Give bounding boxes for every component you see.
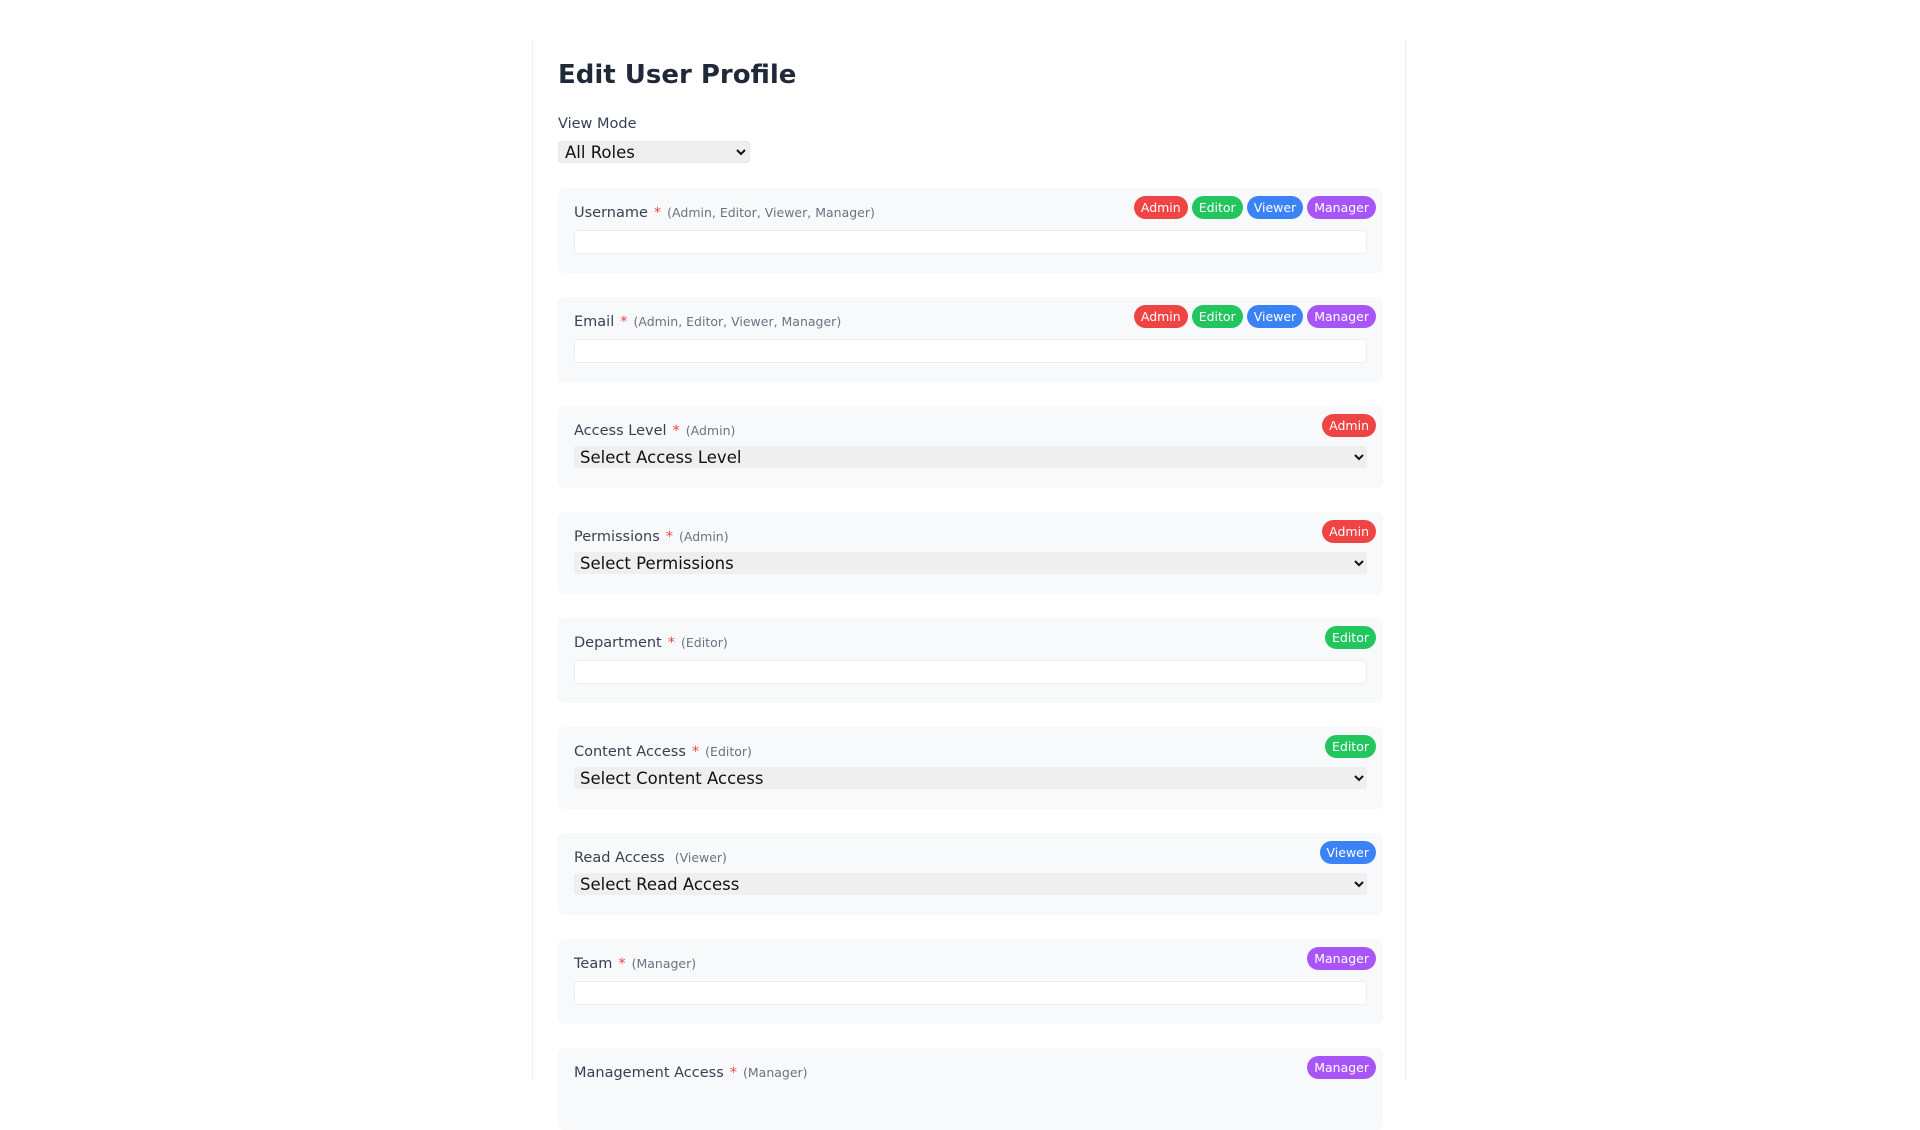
- required-marker: *: [653, 205, 662, 221]
- field-label: Permissions: [574, 529, 660, 545]
- field-access-level-label-row: Access Level * (Admin): [574, 422, 1367, 440]
- required-marker: *: [729, 1065, 738, 1081]
- roles-hint: (Admin): [685, 423, 736, 438]
- fields-list: Username * (Admin, Editor, Viewer, Manager…: [558, 188, 1383, 1130]
- required-marker: *: [618, 956, 626, 972]
- manager-badge: Manager: [1307, 1056, 1376, 1079]
- roles-hint: (Manager): [743, 1065, 808, 1080]
- required-marker: *: [665, 529, 674, 545]
- field-label: Content Access: [574, 744, 686, 760]
- field-username: Username * (Admin, Editor, Viewer, Manager…: [558, 188, 1383, 273]
- role-badges: Admin Editor Viewer Manager: [1133, 305, 1376, 328]
- content-access-select[interactable]: Select Content Access: [574, 767, 1367, 789]
- field-read-access: Read Access (Viewer) Select Read Access V…: [558, 833, 1383, 915]
- roles-hint: (Manager): [631, 956, 697, 971]
- roles-hint: (Viewer): [674, 850, 727, 865]
- manager-badge: Manager: [1307, 305, 1376, 328]
- field-email-label-row: Email * (Admin, Editor, Viewer, Manager): [574, 313, 1367, 331]
- read-access-select[interactable]: Select Read Access: [574, 873, 1367, 895]
- viewer-badge: Viewer: [1246, 305, 1304, 328]
- editor-badge: Editor: [1325, 735, 1376, 758]
- field-access-level: Access Level * (Admin) Select Access Level…: [558, 406, 1383, 488]
- field-team-label-row: Team * (Manager): [574, 955, 1367, 973]
- manager-badge: Manager: [1307, 196, 1376, 219]
- edit-profile-form: Edit User Profile View Mode All Roles Us…: [532, 40, 1406, 1130]
- field-label: Email: [574, 314, 615, 330]
- field-team: Team * (Manager) Manager: [558, 939, 1383, 1024]
- editor-badge: Editor: [1191, 305, 1243, 328]
- field-email: Email * (Admin, Editor, Viewer, Manager) A…: [558, 297, 1383, 382]
- viewer-badge: Viewer: [1246, 196, 1304, 219]
- field-label: Read Access: [574, 850, 665, 866]
- field-label: Access Level: [574, 423, 667, 439]
- permissions-select[interactable]: Select Permissions: [574, 552, 1367, 574]
- field-label: Management Access: [574, 1065, 724, 1081]
- field-label: Team: [574, 956, 613, 972]
- required-marker: *: [691, 744, 700, 760]
- roles-hint: (Editor): [705, 744, 752, 759]
- editor-badge: Editor: [1191, 196, 1243, 219]
- admin-badge: Admin: [1133, 305, 1188, 328]
- field-username-label-row: Username * (Admin, Editor, Viewer, Manager…: [574, 204, 1367, 222]
- field-permissions: Permissions * (Admin) Select Permissions A…: [558, 512, 1383, 594]
- role-badges: Manager: [1307, 1056, 1376, 1079]
- required-marker: *: [672, 423, 680, 439]
- role-badges: Admin: [1322, 414, 1376, 437]
- manager-badge: Manager: [1307, 947, 1376, 970]
- required-marker: *: [667, 635, 675, 651]
- role-badges: Editor: [1325, 735, 1376, 758]
- field-label: Department: [574, 635, 662, 651]
- roles-hint: (Admin): [679, 529, 729, 544]
- viewer-badge: Viewer: [1319, 841, 1376, 864]
- field-management-access-label-row: Management Access * (Manager): [574, 1064, 1367, 1082]
- field-management-access: Management Access * (Manager) Manager: [558, 1048, 1383, 1130]
- role-badges: Viewer: [1319, 841, 1376, 864]
- department-input[interactable]: [574, 660, 1367, 684]
- page-title: Edit User Profile: [558, 60, 797, 90]
- roles-hint: (Editor): [681, 635, 728, 650]
- role-badges: Manager: [1307, 947, 1376, 970]
- roles-hint: (Admin, Editor, Viewer, Manager): [633, 314, 842, 329]
- role-badges: Admin: [1322, 520, 1376, 543]
- roles-hint: (Admin, Editor, Viewer, Manager): [667, 205, 875, 220]
- field-read-access-label-row: Read Access (Viewer): [574, 849, 1367, 867]
- field-content-access: Content Access * (Editor) Select Content A…: [558, 727, 1383, 809]
- field-label: Username: [574, 205, 648, 221]
- view-mode-label: View Mode: [558, 116, 637, 132]
- role-badges: Admin Editor Viewer Manager: [1133, 196, 1376, 219]
- field-department-label-row: Department * (Editor): [574, 634, 1367, 652]
- view-mode-select[interactable]: All Roles: [558, 141, 750, 163]
- email-input[interactable]: [574, 339, 1367, 363]
- access-level-select[interactable]: Select Access Level: [574, 446, 1367, 468]
- field-content-access-label-row: Content Access * (Editor): [574, 743, 1367, 761]
- field-permissions-label-row: Permissions * (Admin): [574, 528, 1367, 546]
- role-badges: Editor: [1325, 626, 1376, 649]
- admin-badge: Admin: [1322, 414, 1376, 437]
- admin-badge: Admin: [1133, 196, 1188, 219]
- username-input[interactable]: [574, 230, 1367, 254]
- editor-badge: Editor: [1325, 626, 1376, 649]
- team-input[interactable]: [574, 981, 1367, 1005]
- required-marker: *: [620, 314, 628, 330]
- field-department: Department * (Editor) Editor: [558, 618, 1383, 703]
- admin-badge: Admin: [1322, 520, 1376, 543]
